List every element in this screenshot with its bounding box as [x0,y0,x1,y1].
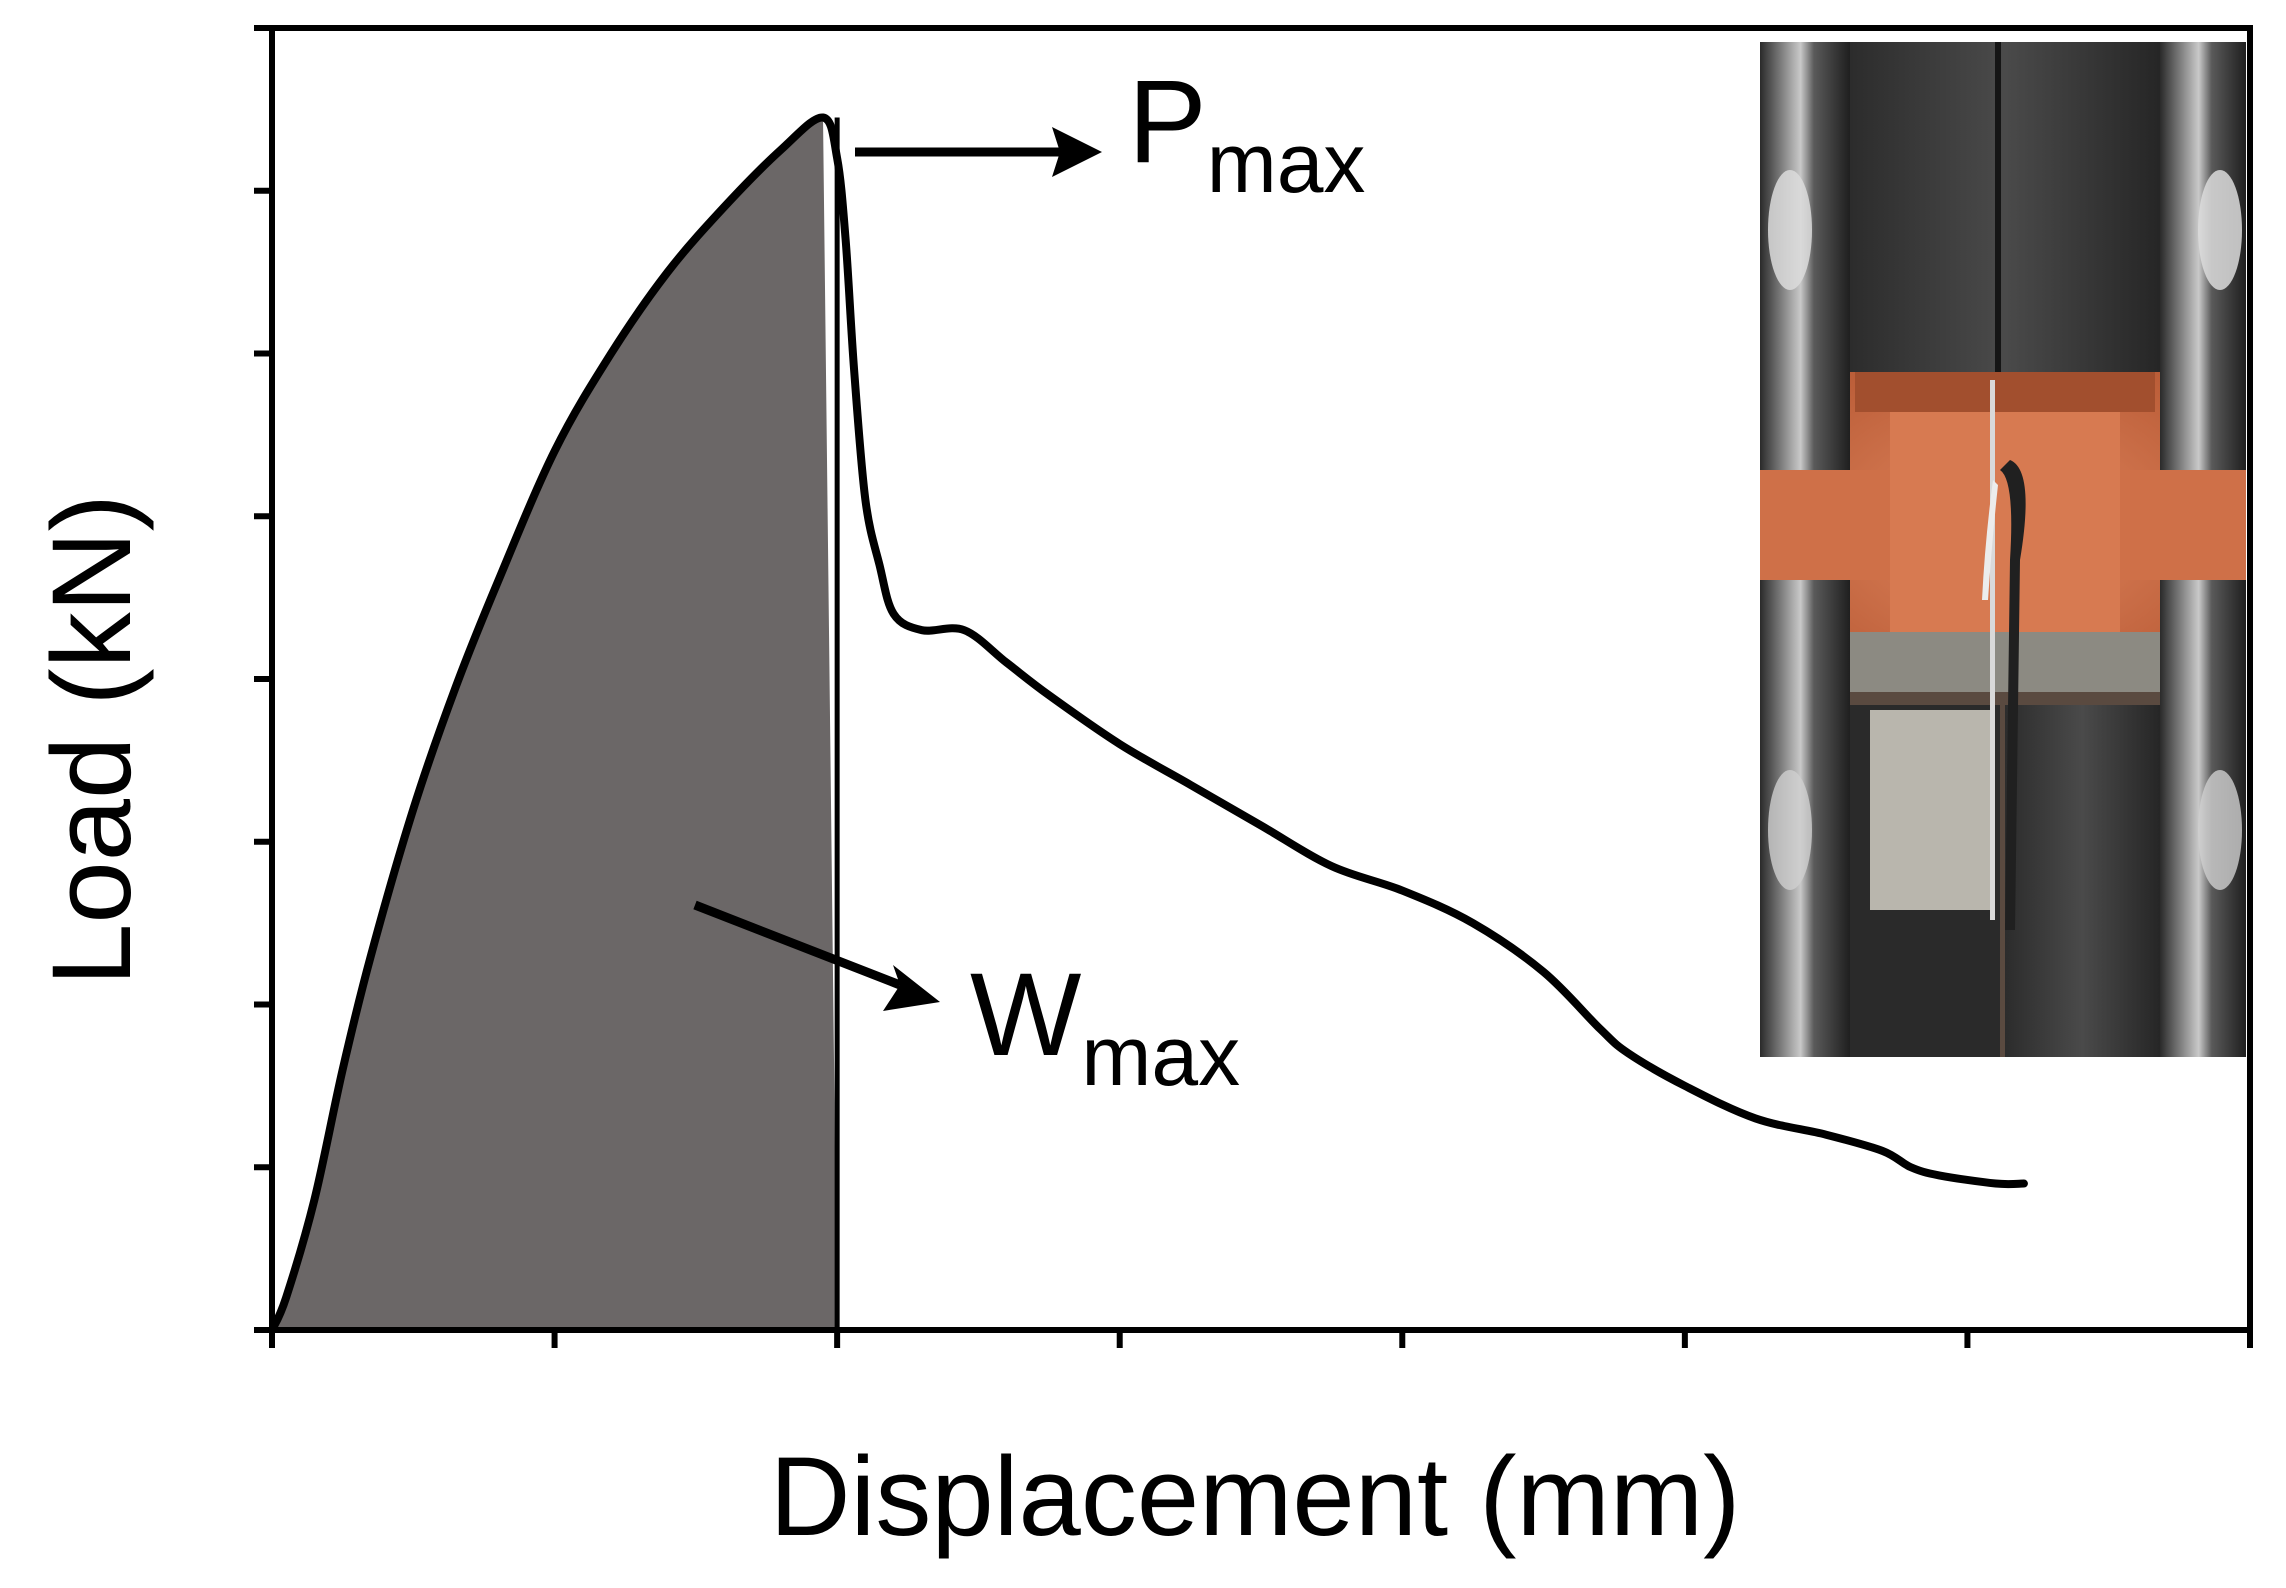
pmax-label-sub: max [1207,116,1366,210]
wmax-label-sub: max [1081,1009,1240,1103]
load-displacement-curve [268,113,2028,1334]
pmax-label-main: P [1128,56,1207,188]
y-axis-ticks [254,25,272,1333]
x-axis-ticks [269,1330,2253,1348]
pmax-arrow [855,127,1102,177]
wmax-label-main: W [970,949,1081,1081]
y-axis-title: Load (kN) [29,494,154,986]
wmax-label: Wmax [970,949,1240,1103]
wmax-arrow [693,900,940,1011]
pmax-label: Pmax [1128,56,1365,210]
shaded-work-area [272,117,838,1331]
x-axis-title: Displacement (mm) [770,1434,1741,1559]
specimen-photo-inset [1760,42,2246,1057]
